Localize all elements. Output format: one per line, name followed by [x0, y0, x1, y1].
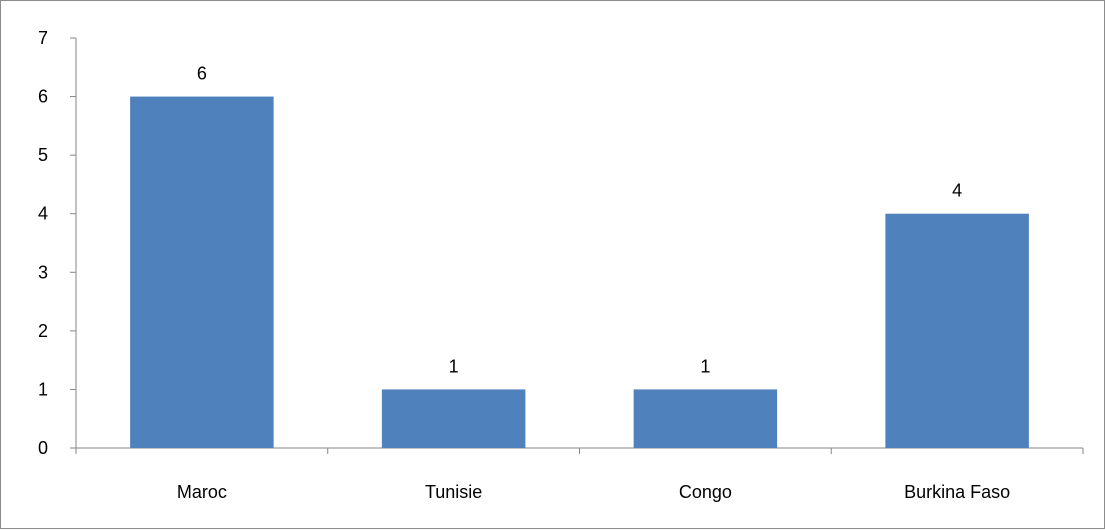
x-category-label: Maroc — [177, 482, 227, 502]
bar-maroc — [130, 96, 274, 449]
y-tick-label: 1 — [38, 379, 48, 399]
bar-tunisie — [381, 389, 526, 448]
y-tick-label: 3 — [38, 262, 48, 282]
x-axis: Maroc Tunisie Congo Burkina Faso — [75, 447, 1084, 502]
data-label: 4 — [952, 181, 962, 201]
x-category-label: Congo — [679, 482, 732, 502]
y-tick-label: 2 — [38, 321, 48, 341]
y-tick-label: 5 — [38, 145, 48, 165]
bars — [130, 96, 1029, 449]
y-tick-label: 4 — [38, 204, 48, 224]
y-tick-label: 0 — [38, 438, 48, 458]
data-label: 1 — [449, 356, 459, 376]
y-axis: 0 1 2 3 4 5 6 7 — [38, 28, 77, 458]
x-category-label: Burkina Faso — [904, 482, 1010, 502]
bar-burkina-faso — [885, 213, 1029, 448]
y-tick-label: 7 — [38, 28, 48, 48]
data-label: 6 — [197, 64, 207, 84]
data-labels: 6 1 1 4 — [197, 64, 962, 377]
x-category-label: Tunisie — [425, 482, 482, 502]
data-label: 1 — [700, 356, 710, 376]
bar-congo — [633, 389, 778, 448]
y-tick-label: 6 — [38, 87, 48, 107]
